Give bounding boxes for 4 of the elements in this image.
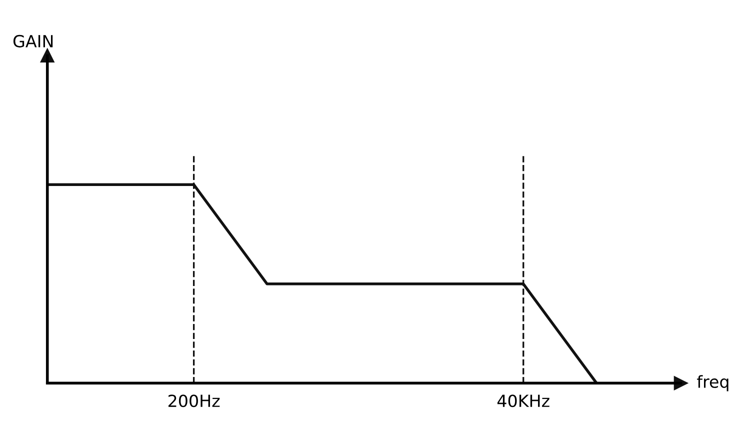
x-tick-label: 40KHz <box>497 394 550 408</box>
x-axis-title: freq <box>697 375 728 392</box>
x-tick-label: 200Hz <box>168 394 220 408</box>
text: GAIN <box>13 34 53 48</box>
